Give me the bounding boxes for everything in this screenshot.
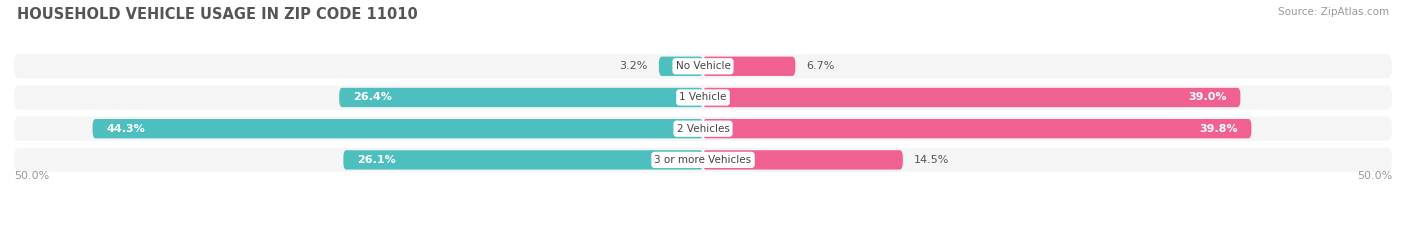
Text: No Vehicle: No Vehicle [675,61,731,71]
Text: 14.5%: 14.5% [914,155,949,165]
FancyBboxPatch shape [14,148,1392,172]
Text: Source: ZipAtlas.com: Source: ZipAtlas.com [1278,7,1389,17]
FancyBboxPatch shape [703,88,1240,107]
FancyBboxPatch shape [703,150,903,170]
FancyBboxPatch shape [93,119,703,138]
Text: 26.4%: 26.4% [353,93,392,103]
FancyBboxPatch shape [14,116,1392,141]
FancyBboxPatch shape [703,57,796,76]
Text: 1 Vehicle: 1 Vehicle [679,93,727,103]
Text: 2 Vehicles: 2 Vehicles [676,124,730,134]
FancyBboxPatch shape [339,88,703,107]
Text: 39.8%: 39.8% [1199,124,1237,134]
Text: 6.7%: 6.7% [807,61,835,71]
Text: 3 or more Vehicles: 3 or more Vehicles [654,155,752,165]
Text: 50.0%: 50.0% [1357,171,1392,181]
Text: 39.0%: 39.0% [1188,93,1226,103]
FancyBboxPatch shape [14,85,1392,110]
Text: 44.3%: 44.3% [107,124,145,134]
Text: 50.0%: 50.0% [14,171,49,181]
Text: 3.2%: 3.2% [620,61,648,71]
Text: 26.1%: 26.1% [357,155,396,165]
FancyBboxPatch shape [343,150,703,170]
FancyBboxPatch shape [14,54,1392,79]
FancyBboxPatch shape [659,57,703,76]
Text: HOUSEHOLD VEHICLE USAGE IN ZIP CODE 11010: HOUSEHOLD VEHICLE USAGE IN ZIP CODE 1101… [17,7,418,22]
FancyBboxPatch shape [703,119,1251,138]
